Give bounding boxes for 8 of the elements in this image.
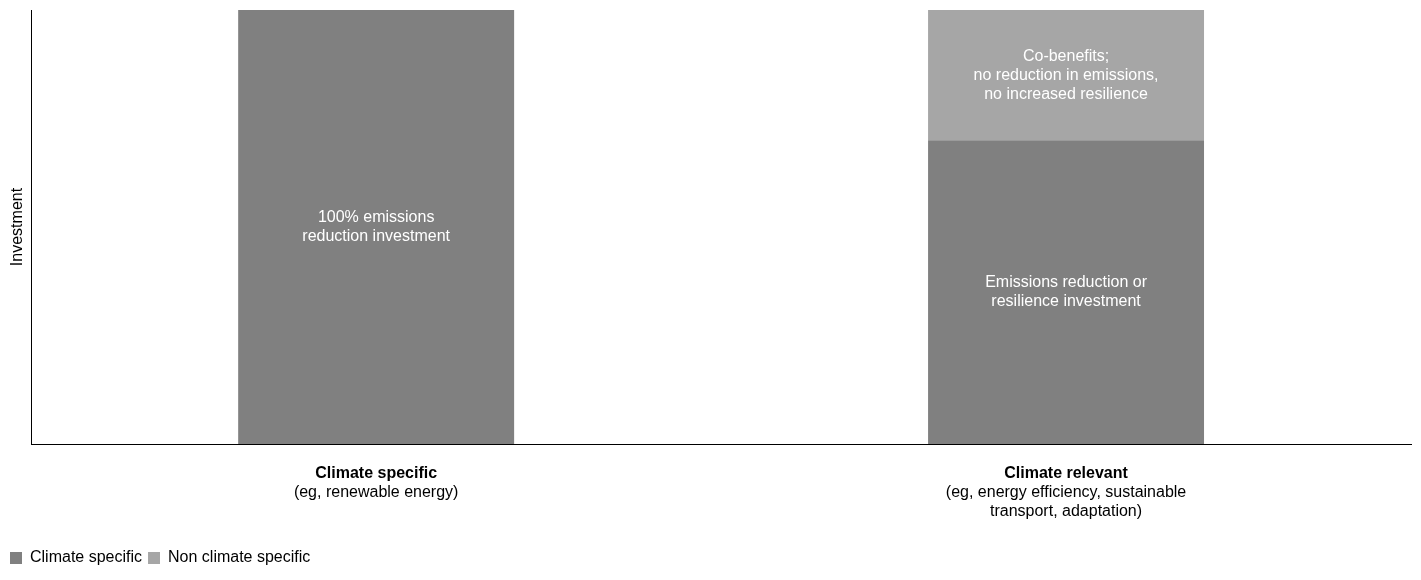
annotation: 100% emissions reduction investment: [302, 207, 451, 244]
y-axis-title: Investment: [8, 187, 26, 267]
annotation: Co-benefits; no reduction in emissions, no increased resilience: [973, 46, 1159, 102]
x-tick-label: Climate relevant (eg, energy efficiency, sustainable transport, adaptation): [945, 464, 1187, 520]
annotation: Emissions reduction or resilience investment: [985, 273, 1148, 310]
legend-label: Non climate specific: [168, 548, 311, 566]
x-tick-label: Climate specific (eg, renewable energy): [293, 464, 459, 501]
legend-label: Climate specific: [30, 548, 143, 566]
